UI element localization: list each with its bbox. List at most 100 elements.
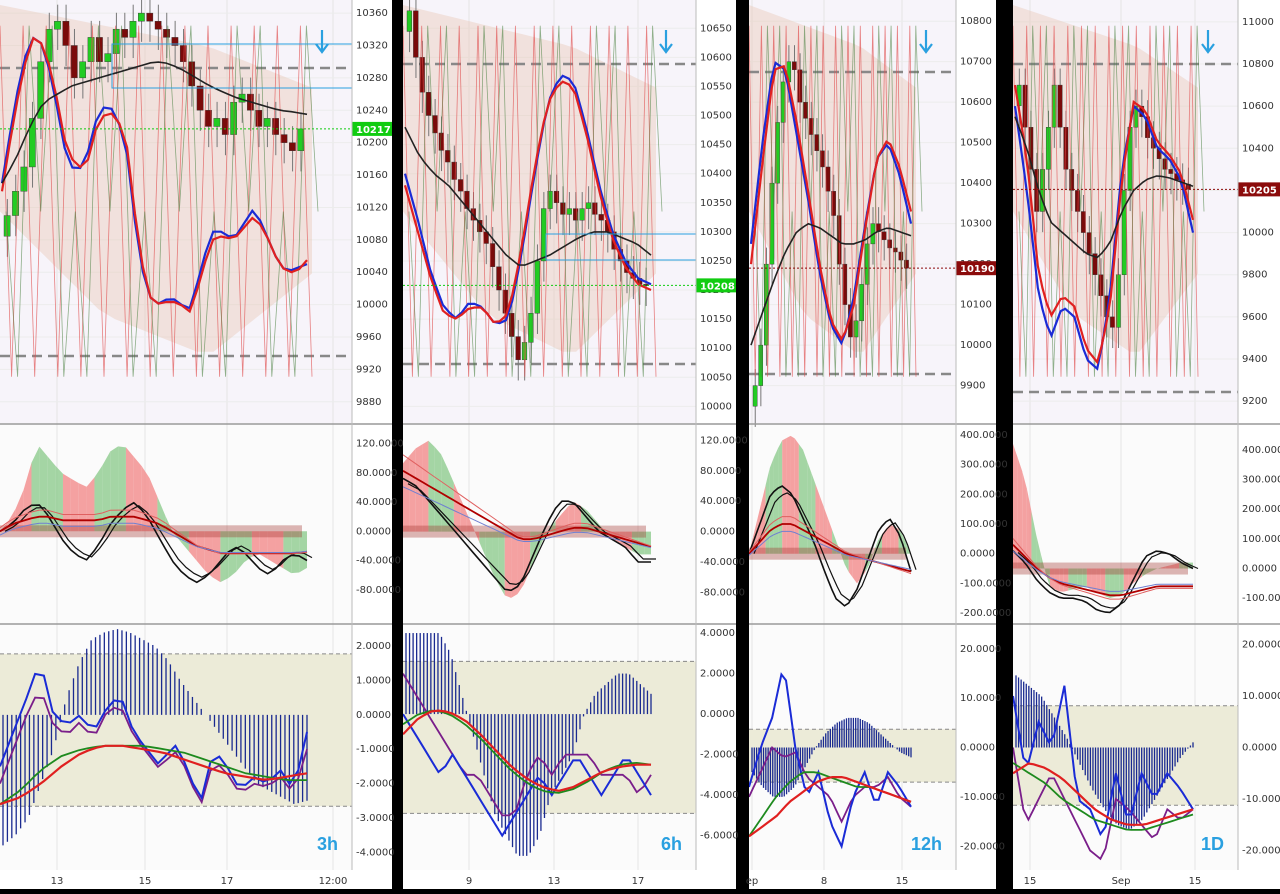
price-tick-label: 10040 [356, 267, 388, 278]
oscillator-area [267, 531, 276, 564]
oscillator-line-red-2 [403, 454, 652, 547]
oscillator-line-red [0, 515, 308, 555]
oscillator-area [275, 531, 284, 569]
oscillator-zero-band [749, 547, 906, 560]
oscillator-tick-label: -40.0000 [700, 557, 745, 568]
oscillator-area [1022, 471, 1027, 569]
price-tick-label: 10400 [700, 169, 732, 180]
oscillator-line-black-2 [1017, 552, 1199, 609]
macd-tick-label: 20.0000 [960, 644, 1001, 655]
oscillator-area [511, 531, 518, 598]
price-scale: 10360 10320 10280 10240 10200 10160 10120 10080… [356, 8, 388, 408]
last-price-label: 10190 [960, 264, 995, 275]
oscillator-line-blue [1013, 550, 1193, 592]
oscillator-tick-label: 120.0000 [700, 435, 748, 446]
oscillator-area [403, 455, 410, 532]
price-tick-label: 10350 [700, 198, 732, 209]
oscillator-area [1045, 568, 1050, 587]
oscillator-scale: 120.0000 80.0000 40.0000 0.0000 -40.0000 -80.… [700, 435, 748, 598]
candle [413, 10, 419, 58]
price-tick-label: 10200 [356, 138, 388, 149]
time-tick-label: 15 [1024, 876, 1037, 887]
oscillator-area [228, 531, 237, 579]
oscillator-area [55, 465, 63, 532]
oscillator-area [236, 531, 245, 572]
candle [451, 161, 457, 180]
oscillator-area [441, 454, 448, 532]
oscillator-zero-band [0, 525, 302, 538]
candle [1075, 190, 1080, 212]
macd-line-red [1013, 762, 1194, 826]
candle [769, 182, 775, 265]
price-tick-label: 10800 [1242, 59, 1274, 70]
price-tick-label: 10700 [960, 57, 992, 68]
candle [121, 29, 128, 38]
macd-tick-label: 0.0000 [356, 710, 391, 721]
oscillator-area [848, 553, 853, 578]
oscillator-area [894, 526, 899, 554]
panel-6h: 10650 10600 10550 10500 10450 10400 10350 10300… [403, 0, 748, 889]
zigzag-line [749, 25, 917, 377]
candle [406, 10, 412, 32]
timeframe-label: 6h [661, 834, 682, 854]
arrow-annotation-icon [919, 30, 933, 54]
oscillator-tick-label: 0.0000 [1242, 564, 1277, 575]
macd-line-red [403, 709, 651, 792]
candle [496, 266, 502, 291]
oscillator-area [1086, 568, 1092, 590]
timeframe-label: 3h [317, 834, 338, 854]
candle [54, 20, 61, 30]
oscillator-tick-label: -80.0000 [700, 587, 745, 598]
oscillator-area [0, 521, 8, 532]
highlight-box [545, 233, 696, 261]
time-tick-label: 15 [896, 876, 909, 887]
macd-tick-label: -4.0000 [700, 790, 739, 801]
time-tick-label: 15 [1189, 876, 1202, 887]
price-tick-label: 10050 [700, 372, 732, 383]
candle [221, 118, 229, 135]
macd-tick-label: 2.0000 [700, 669, 735, 680]
candle [104, 53, 112, 62]
candle [272, 118, 279, 135]
candle [154, 20, 162, 30]
candle [825, 166, 831, 192]
oscillator-area [782, 438, 787, 554]
series-line-2 [750, 222, 912, 346]
macd-tick-label: -4.0000 [356, 847, 395, 858]
oscillator-area [857, 553, 862, 584]
price-tick-label: 10300 [960, 219, 992, 230]
oscillator-area [1123, 568, 1129, 593]
candle [79, 61, 86, 79]
last-price-badge [696, 278, 736, 293]
candle [853, 320, 859, 338]
oscillator-tick-label: 300.0000 [960, 460, 1008, 471]
oscillator-area [492, 531, 499, 585]
oscillator-area [1040, 553, 1046, 572]
candle [1115, 274, 1121, 328]
candle [898, 251, 904, 261]
arrow-annotation-icon [315, 30, 329, 54]
oscillator-tick-label: 200.0000 [1242, 504, 1280, 515]
zigzag-line [0, 25, 313, 377]
price-tick-label: 10240 [356, 105, 388, 116]
oscillator-area [549, 521, 556, 532]
macd-line-blue [749, 672, 912, 850]
oscillator-area [1169, 564, 1175, 569]
oscillator-area [840, 552, 845, 564]
oscillator-area [1160, 566, 1166, 569]
candle [598, 214, 604, 221]
candle [445, 150, 451, 163]
time-tick-label: 13 [51, 876, 64, 887]
macd-line-red [0, 744, 308, 806]
time-axis: ep 8 15 [746, 876, 909, 887]
candle [1168, 169, 1174, 174]
macd-scale: 20.0000 10.0000 0.0000 -10.0000 -20.0000 [960, 644, 1005, 853]
candle [289, 142, 296, 151]
highlight-box [111, 43, 352, 89]
oscillator-area [428, 440, 435, 532]
candle [887, 239, 892, 249]
oscillator-area [1174, 563, 1180, 569]
oscillator-tick-label: 80.0000 [700, 466, 741, 477]
oscillator-area [188, 531, 197, 561]
